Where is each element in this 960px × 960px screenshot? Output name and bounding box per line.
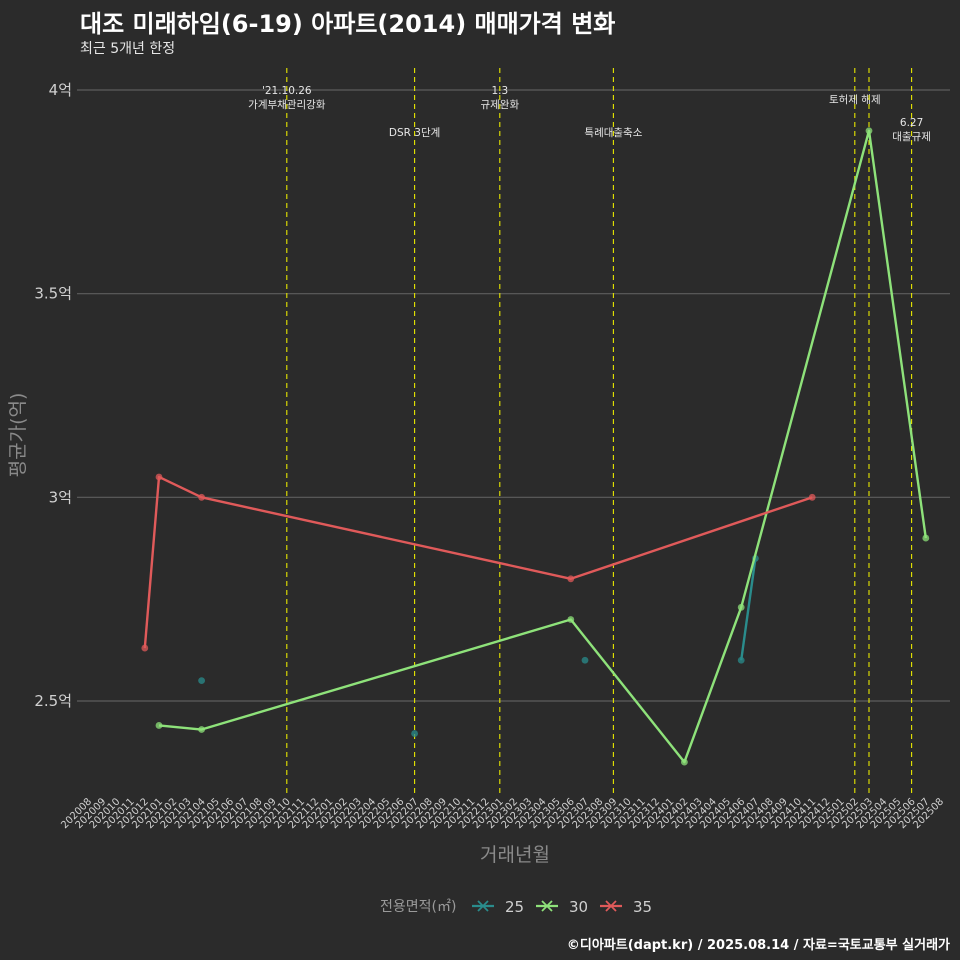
y-axis-ticks: 2.5억 3억 3.5억 4억 xyxy=(34,81,72,710)
legend-label-30: 30 xyxy=(569,898,588,916)
y-axis-title: 평균가(억) xyxy=(7,393,29,478)
event-annotation: 대출규제 xyxy=(892,131,931,143)
legend-title: 전용면적(㎡) xyxy=(380,899,456,915)
legend-label-25: 25 xyxy=(505,898,524,916)
chart-title: 대조 미래하임(6-19) 아파트(2014) 매매가격 변화 xyxy=(80,10,616,38)
series-line-35 xyxy=(143,475,813,649)
data-point-30 xyxy=(155,722,163,729)
source-caption: ©디아파트(dapt.kr) / 2025.08.14 / 자료=국토교통부 실… xyxy=(566,938,950,953)
legend-key-x-30 xyxy=(541,900,553,912)
event-annotation: 6.27 xyxy=(900,117,923,129)
x-axis-ticks: 2020082020092020102020112020122021012021… xyxy=(59,796,946,831)
event-annotation: 토허제 해제 xyxy=(829,93,881,106)
data-point-25 xyxy=(581,656,589,664)
series-35 xyxy=(141,473,816,652)
series-30 xyxy=(155,127,930,766)
data-point-25 xyxy=(198,677,206,685)
series-layer xyxy=(141,127,930,766)
event-annotation: '21.10.26 xyxy=(262,85,312,97)
grid-layer xyxy=(77,89,950,702)
data-point-35 xyxy=(808,493,816,501)
data-point-30 xyxy=(198,726,206,733)
legend-key-x-25 xyxy=(477,900,489,912)
y-tick-label: 4억 xyxy=(49,81,72,99)
data-point-30 xyxy=(681,758,688,766)
data-point-35 xyxy=(567,575,575,583)
data-point-35 xyxy=(141,644,149,652)
event-annotation: 규제완화 xyxy=(480,98,519,111)
x-axis-title: 거래년월 xyxy=(480,844,550,866)
data-point-35 xyxy=(155,473,163,481)
chart-subtitle: 최근 5개년 한정 xyxy=(80,41,176,57)
series-line-25 xyxy=(740,558,757,661)
y-tick-label: 3.5억 xyxy=(34,285,72,303)
data-point-30 xyxy=(737,603,745,611)
data-point-25 xyxy=(737,656,745,664)
event-annotation: DSR 3단계 xyxy=(389,127,440,139)
event-annotation: 특례대출축소 xyxy=(584,127,642,139)
legend-key-x-35 xyxy=(605,900,617,912)
event-annotation: 1.3 xyxy=(491,85,508,97)
data-point-30 xyxy=(865,127,873,135)
y-tick-label: 2.5억 xyxy=(34,692,72,710)
data-point-25 xyxy=(411,730,418,737)
data-point-35 xyxy=(198,493,206,501)
data-point-30 xyxy=(922,534,930,542)
series-line-30 xyxy=(158,129,927,764)
data-point-30 xyxy=(567,616,575,623)
event-annotation: 가계부채관리강화 xyxy=(248,99,326,111)
legend-label-35: 35 xyxy=(633,898,652,916)
legend: 전용면적(㎡) 25 30 35 xyxy=(380,898,652,916)
y-tick-label: 3억 xyxy=(49,488,72,506)
